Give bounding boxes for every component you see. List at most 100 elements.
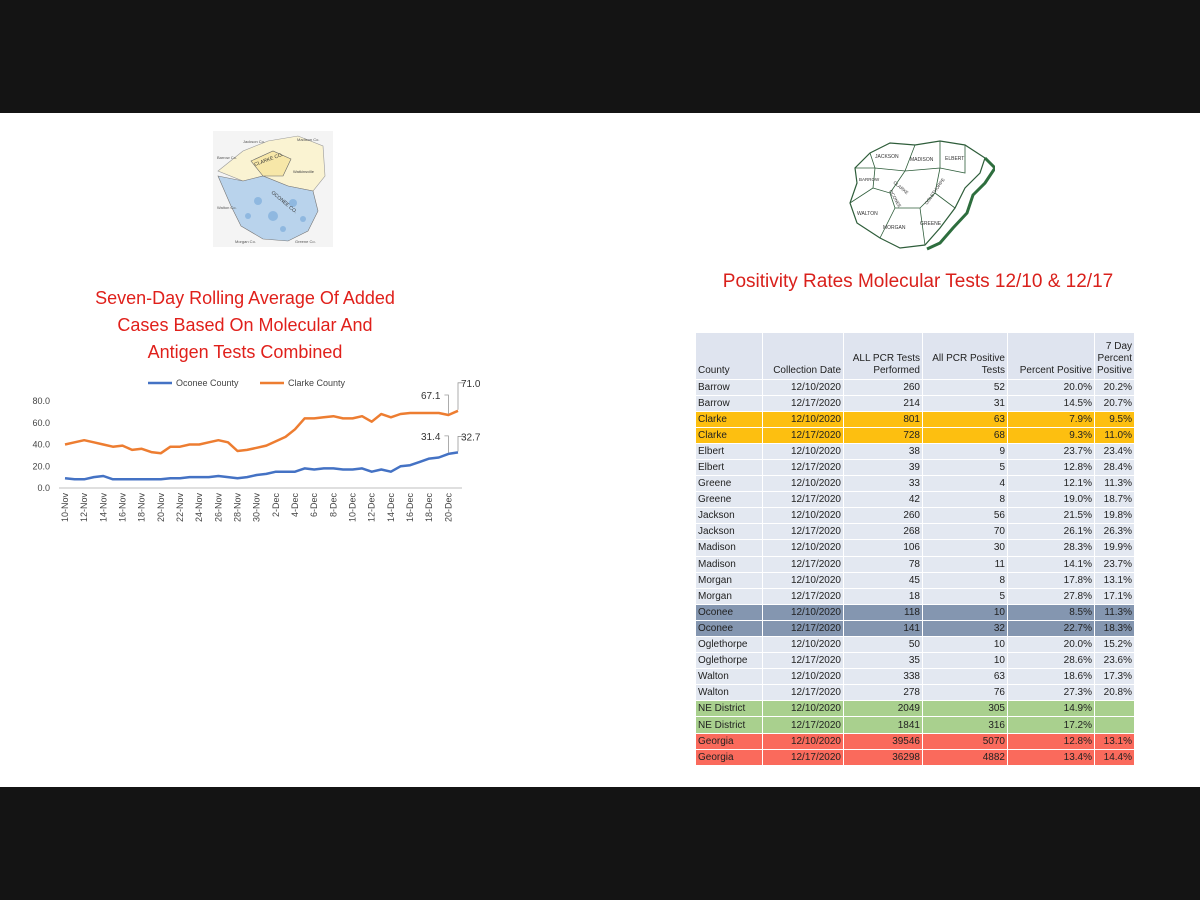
table-cell: 13.1% bbox=[1094, 733, 1136, 750]
map-label: BARROW bbox=[859, 177, 880, 182]
table-cell: 12/10/2020 bbox=[762, 700, 844, 718]
table-cell: 42 bbox=[843, 491, 923, 509]
table-cell: 68 bbox=[922, 427, 1008, 444]
series-line-oconee-county bbox=[64, 451, 459, 481]
table-row: NE District 12/10/2020 2049 305 14.9% bbox=[696, 700, 1136, 718]
y-tick-label: 20.0 bbox=[32, 461, 50, 471]
map-label: ELBERT bbox=[945, 156, 964, 162]
table-cell: 260 bbox=[843, 507, 923, 525]
x-tick-label: 6-Dec bbox=[309, 493, 319, 518]
table-cell: 33 bbox=[843, 475, 923, 493]
table-row: Barrow 12/17/2020 214 31 14.5% 20.7% bbox=[696, 395, 1136, 412]
table-cell: Clarke bbox=[696, 411, 763, 428]
data-label-leader bbox=[444, 394, 449, 415]
table-row: Oglethorpe 12/17/2020 35 10 28.6% 23.6% bbox=[696, 652, 1136, 670]
table-title: Positivity Rates Molecular Tests 12/10 &… bbox=[722, 271, 1114, 292]
column-header: ALL PCR Tests Performed bbox=[843, 333, 923, 380]
table-row: Walton 12/17/2020 278 76 27.3% 20.8% bbox=[696, 684, 1136, 702]
table-cell: Jackson bbox=[696, 507, 763, 525]
table-cell: 12.8% bbox=[1007, 733, 1095, 750]
table-cell: 52 bbox=[922, 379, 1008, 396]
table-cell: 801 bbox=[843, 411, 923, 428]
table-cell: 20.0% bbox=[1007, 379, 1095, 396]
data-label-leader bbox=[457, 382, 465, 410]
table-cell: 5 bbox=[922, 588, 1008, 605]
x-tick-label: 10-Nov bbox=[60, 493, 70, 523]
table-cell: 260 bbox=[843, 379, 923, 396]
legend-label: Clarke County bbox=[288, 378, 346, 388]
map-label: Morgan Co. bbox=[235, 239, 256, 244]
table-cell: 12/10/2020 bbox=[762, 443, 844, 460]
table-cell: 32 bbox=[922, 620, 1008, 638]
x-tick-label: 18-Dec bbox=[424, 493, 434, 523]
table-cell: 30 bbox=[922, 539, 1008, 557]
table-cell: 141 bbox=[843, 620, 923, 638]
table-cell: Greene bbox=[696, 491, 763, 509]
table-row: Jackson 12/17/2020 268 70 26.1% 26.3% bbox=[696, 523, 1136, 541]
x-tick-label: 14-Dec bbox=[386, 493, 396, 523]
table-row: Jackson 12/10/2020 260 56 21.5% 19.8% bbox=[696, 507, 1136, 525]
table-cell: 27.8% bbox=[1007, 588, 1095, 605]
table-cell: 8 bbox=[922, 572, 1008, 589]
table-cell: Barrow bbox=[696, 395, 763, 412]
table-cell: 18.7% bbox=[1094, 491, 1136, 509]
table-cell: 18.6% bbox=[1007, 668, 1095, 686]
table-cell: 12/17/2020 bbox=[762, 395, 844, 412]
y-tick-label: 60.0 bbox=[32, 418, 50, 428]
x-tick-label: 24-Nov bbox=[194, 493, 204, 523]
table-row: Morgan 12/10/2020 45 8 17.8% 13.1% bbox=[696, 572, 1136, 589]
table-cell: NE District bbox=[696, 716, 763, 734]
table-cell: 14.4% bbox=[1094, 749, 1136, 766]
table-row: Clarke 12/10/2020 801 63 7.9% 9.5% bbox=[696, 411, 1136, 428]
table-cell: 12/10/2020 bbox=[762, 733, 844, 750]
table-body: Barrow 12/10/2020 260 52 20.0% 20.2% Barrow 12/… bbox=[696, 379, 1136, 766]
table-cell: 13.1% bbox=[1094, 572, 1136, 589]
table-cell: 17.2% bbox=[1007, 716, 1095, 734]
table-cell: Morgan bbox=[696, 572, 763, 589]
table-cell: Elbert bbox=[696, 443, 763, 460]
map-label: GREENE bbox=[920, 221, 942, 227]
y-tick-label: 0.0 bbox=[37, 483, 50, 493]
table-cell: 17.8% bbox=[1007, 572, 1095, 589]
table-row: Georgia 12/10/2020 39546 5070 12.8% 13.1% bbox=[696, 733, 1136, 750]
table-cell: 45 bbox=[843, 572, 923, 589]
table-cell: 63 bbox=[922, 668, 1008, 686]
table-row: NE District 12/17/2020 1841 316 17.2% bbox=[696, 716, 1136, 734]
table-cell: 305 bbox=[922, 700, 1008, 718]
table-cell: 10 bbox=[922, 636, 1008, 654]
map-label: Walton Co. bbox=[217, 205, 237, 210]
x-tick-label: 20-Nov bbox=[156, 493, 166, 523]
table-cell: 22.7% bbox=[1007, 620, 1095, 638]
slide: Jackson Co. Madison Co. Barrow Co. CLARK… bbox=[0, 113, 1200, 787]
table-row: Barrow 12/10/2020 260 52 20.0% 20.2% bbox=[696, 379, 1136, 396]
table-cell: 9.3% bbox=[1007, 427, 1095, 444]
table-cell: 12/17/2020 bbox=[762, 427, 844, 444]
table-cell: 5 bbox=[922, 459, 1008, 477]
table-row: Morgan 12/17/2020 18 5 27.8% 17.1% bbox=[696, 588, 1136, 605]
table-cell: 17.3% bbox=[1094, 668, 1136, 686]
table-row: Elbert 12/17/2020 39 5 12.8% 28.4% bbox=[696, 459, 1136, 477]
map-label: Greene Co. bbox=[295, 239, 316, 244]
table-cell: 12/17/2020 bbox=[762, 716, 844, 734]
table-cell: 26.3% bbox=[1094, 523, 1136, 541]
table-cell: Barrow bbox=[696, 379, 763, 396]
table-cell: 12/17/2020 bbox=[762, 588, 844, 605]
table-cell: 14.5% bbox=[1007, 395, 1095, 412]
table-cell: 23.7% bbox=[1094, 556, 1136, 573]
map-label: WALTON bbox=[857, 211, 878, 217]
table-cell: 15.2% bbox=[1094, 636, 1136, 654]
table-cell: 39 bbox=[843, 459, 923, 477]
column-header: 7 Day Percent Positive bbox=[1094, 333, 1136, 380]
y-tick-label: 40.0 bbox=[32, 440, 50, 450]
table-cell: 12/17/2020 bbox=[762, 652, 844, 670]
chart-title: Seven-Day Rolling Average Of Added Cases… bbox=[95, 288, 395, 362]
table-cell: 28.4% bbox=[1094, 459, 1136, 477]
column-header: Percent Positive bbox=[1007, 333, 1095, 380]
map-label: MADISON bbox=[910, 157, 934, 163]
map-label: JACKSON bbox=[875, 154, 899, 160]
table-cell: 12/10/2020 bbox=[762, 572, 844, 589]
table-cell: 12/10/2020 bbox=[762, 668, 844, 686]
table-cell: 76 bbox=[922, 684, 1008, 702]
table-cell: 12.8% bbox=[1007, 459, 1095, 477]
positivity-table: County Collection Date ALL PCR Tests Perfo… bbox=[696, 333, 1136, 766]
